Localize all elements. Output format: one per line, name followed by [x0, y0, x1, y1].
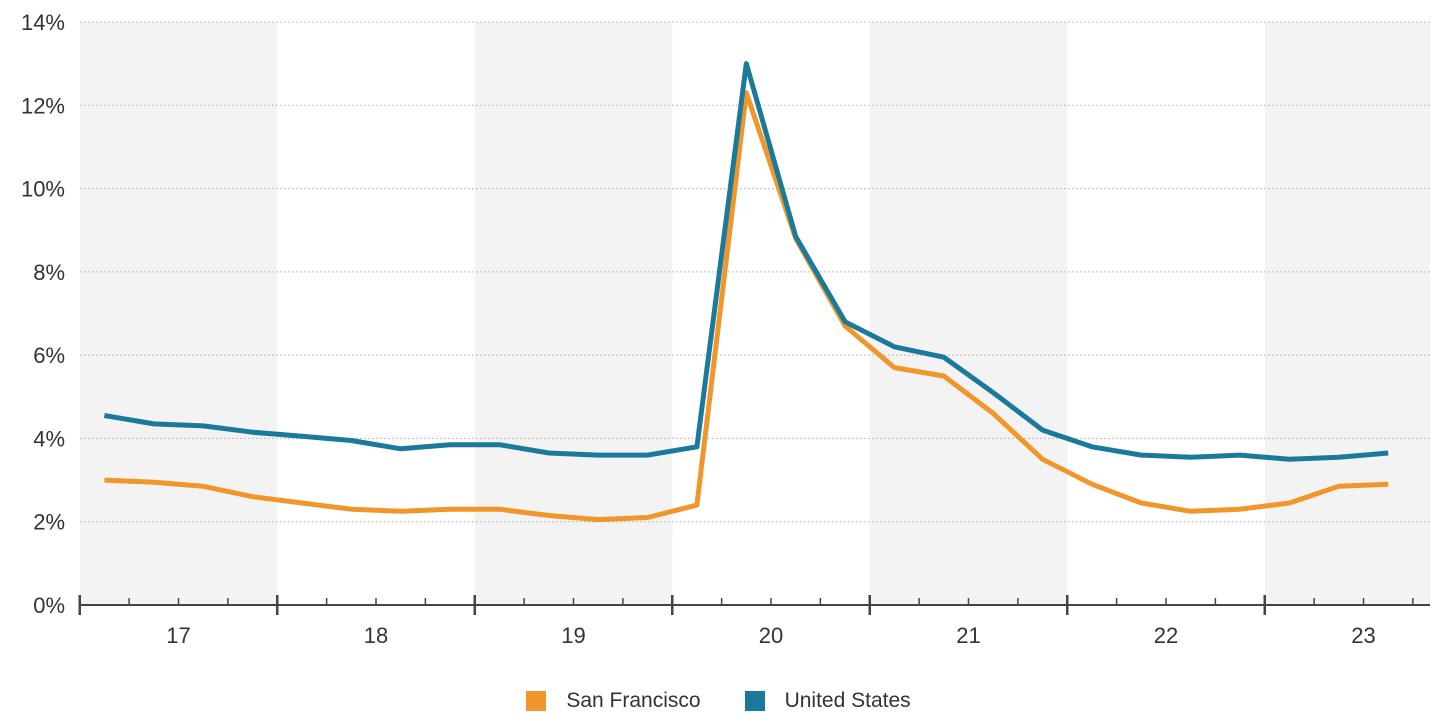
y-axis-labels: 0% 2% 4% 6% 8% 10% 12% 14%: [21, 10, 65, 618]
x-tick-label: 20: [759, 623, 783, 648]
legend-label-united-states: United States: [784, 689, 911, 712]
series-line-san-francisco: [104, 90, 1389, 523]
y-tick-label: 2%: [33, 510, 65, 535]
y-tick-label: 4%: [33, 426, 65, 451]
x-tick-label: 21: [956, 623, 980, 648]
y-tick-label: 0%: [33, 593, 65, 618]
y-tick-label: 8%: [33, 260, 65, 285]
year-band: [80, 22, 278, 605]
series-lines: [103, 61, 1389, 523]
legend-label-san-francisco: San Francisco: [566, 689, 701, 712]
line-chart: 0% 2% 4% 6% 8% 10% 12% 14% 17 18 19 20 21 22 23: [21, 10, 1430, 648]
series-line-united-states: [103, 61, 1389, 462]
year-band: [1264, 22, 1430, 605]
y-tick-label: 6%: [33, 343, 65, 368]
y-tick-label: 10%: [21, 177, 65, 202]
legend-item-united-states[interactable]: United States: [744, 686, 911, 716]
x-tick-label: 22: [1154, 623, 1178, 648]
x-tick-label: 23: [1351, 623, 1375, 648]
x-tick-label: 19: [561, 623, 585, 648]
y-tick-label: 14%: [21, 10, 65, 35]
year-band: [869, 22, 1068, 605]
year-bands: [80, 22, 1430, 605]
x-tick-label: 18: [364, 623, 388, 648]
legend-swatch-united-states: [744, 691, 765, 711]
legend: San Francisco United States: [0, 686, 1437, 716]
y-tick-label: 12%: [21, 93, 65, 118]
x-tick-label: 17: [166, 623, 190, 648]
legend-swatch-san-francisco: [526, 691, 547, 711]
x-axis: 17 18 19 20 21 22 23: [78, 595, 1430, 648]
legend-item-san-francisco[interactable]: San Francisco: [526, 686, 701, 716]
